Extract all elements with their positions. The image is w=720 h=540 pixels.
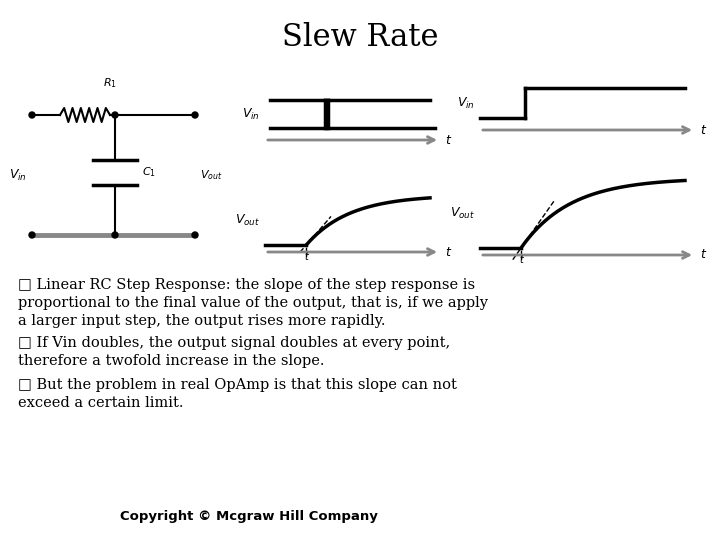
Text: $V_{in}$: $V_{in}$ — [457, 96, 475, 111]
Text: t: t — [445, 133, 450, 146]
Text: exceed a certain limit.: exceed a certain limit. — [18, 396, 184, 410]
Circle shape — [29, 232, 35, 238]
Circle shape — [112, 232, 118, 238]
Text: $V_{out}$: $V_{out}$ — [235, 212, 260, 227]
Text: t: t — [445, 246, 450, 259]
Text: $V_{in}$: $V_{in}$ — [242, 106, 260, 122]
Text: Slew Rate: Slew Rate — [282, 23, 438, 53]
Circle shape — [29, 112, 35, 118]
Text: a larger input step, the output rises more rapidly.: a larger input step, the output rises mo… — [18, 314, 385, 328]
Text: □ If Vin doubles, the output signal doubles at every point,: □ If Vin doubles, the output signal doub… — [18, 336, 450, 350]
Circle shape — [192, 112, 198, 118]
Circle shape — [192, 232, 198, 238]
Text: therefore a twofold increase in the slope.: therefore a twofold increase in the slop… — [18, 354, 325, 368]
Text: $V_{out}$: $V_{out}$ — [450, 205, 475, 220]
Text: □ Linear RC Step Response: the slope of the step response is: □ Linear RC Step Response: the slope of … — [18, 278, 475, 292]
Text: proportional to the final value of the output, that is, if we apply: proportional to the final value of the o… — [18, 296, 488, 310]
Text: $R_1$: $R_1$ — [103, 76, 117, 90]
Text: t: t — [700, 124, 705, 137]
Text: $C_1$: $C_1$ — [142, 166, 156, 179]
Text: t: t — [700, 248, 705, 261]
Text: Copyright © Mcgraw Hill Company: Copyright © Mcgraw Hill Company — [120, 510, 378, 523]
Text: $V_{in}$: $V_{in}$ — [9, 167, 27, 183]
Text: t: t — [519, 255, 523, 265]
Text: $V_{out}$: $V_{out}$ — [200, 168, 222, 182]
Text: t: t — [305, 252, 308, 262]
Circle shape — [112, 112, 118, 118]
Text: □ But the problem in real OpAmp is that this slope can not: □ But the problem in real OpAmp is that … — [18, 378, 457, 392]
